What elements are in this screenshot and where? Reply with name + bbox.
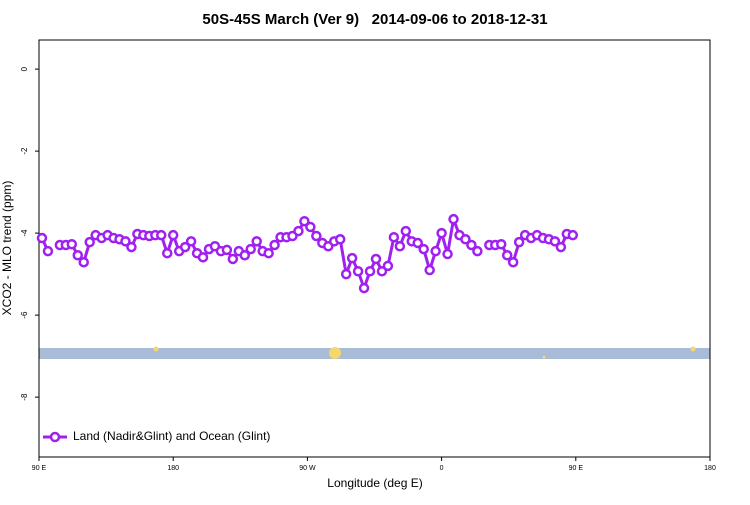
y-tick-label: -4	[20, 229, 29, 237]
point	[430, 245, 441, 257]
point	[346, 252, 358, 264]
point	[221, 244, 233, 256]
x-tick-label: 0	[440, 465, 444, 472]
point	[156, 229, 167, 241]
point	[358, 282, 370, 294]
point	[334, 234, 346, 245]
point	[364, 266, 376, 277]
x-tick-label: 90 E	[32, 465, 47, 472]
point	[179, 241, 191, 253]
point	[197, 252, 209, 263]
point	[167, 229, 179, 241]
point	[388, 231, 400, 243]
point	[352, 266, 364, 277]
point	[448, 213, 459, 225]
point	[507, 256, 519, 268]
x-tick-label: 180	[167, 465, 179, 472]
land-marker	[690, 346, 696, 352]
point	[460, 234, 471, 245]
land-marker	[329, 347, 341, 359]
y-tick-label: -2	[20, 147, 29, 155]
legend-label: Land (Nadir&Glint) and Ocean (Glint)	[73, 429, 270, 443]
point	[513, 236, 525, 248]
point	[472, 245, 483, 257]
land-marker	[153, 346, 159, 352]
point	[299, 215, 310, 227]
plot-frame	[38, 39, 711, 458]
point	[400, 225, 412, 237]
point	[567, 229, 579, 241]
y-tick-label: -6	[20, 311, 29, 319]
x-tick-label: 180	[704, 465, 716, 472]
point	[161, 247, 173, 259]
y-axis-label: XCO2 - MLO trend (ppm)	[0, 181, 14, 316]
point	[424, 264, 435, 276]
y-tick-label: -8	[20, 393, 29, 401]
point	[126, 241, 137, 253]
point	[394, 240, 406, 252]
point	[239, 250, 251, 261]
point	[36, 232, 48, 244]
point	[305, 221, 316, 233]
point	[501, 250, 513, 261]
point	[251, 236, 262, 247]
point	[263, 247, 274, 259]
x-tick-label: 90 E	[569, 465, 584, 472]
x-tick-label: 90 W	[299, 465, 316, 472]
x-axis-label: Longitude (deg E)	[327, 476, 422, 490]
point	[72, 250, 84, 261]
point	[466, 239, 477, 251]
legend-marker	[49, 431, 61, 443]
land-marker	[542, 355, 546, 359]
point	[84, 236, 95, 248]
point	[311, 230, 322, 242]
point	[185, 236, 197, 247]
y-tick-label: 0	[20, 66, 29, 71]
point	[549, 236, 561, 247]
point	[245, 243, 256, 255]
point	[418, 243, 429, 255]
point	[227, 253, 239, 265]
point	[78, 256, 89, 268]
point	[436, 227, 447, 239]
point	[42, 245, 54, 257]
point	[269, 239, 280, 251]
point	[382, 260, 394, 272]
point	[442, 248, 453, 260]
point	[412, 237, 423, 249]
chart-title: 50S-45S March (Ver 9) 2014-09-06 to 2018…	[202, 11, 547, 28]
point	[340, 268, 352, 280]
point	[555, 241, 567, 253]
point	[370, 253, 382, 265]
point	[120, 236, 131, 247]
point	[66, 238, 78, 250]
point	[495, 238, 507, 250]
surface-band	[39, 348, 710, 359]
point	[293, 225, 304, 237]
